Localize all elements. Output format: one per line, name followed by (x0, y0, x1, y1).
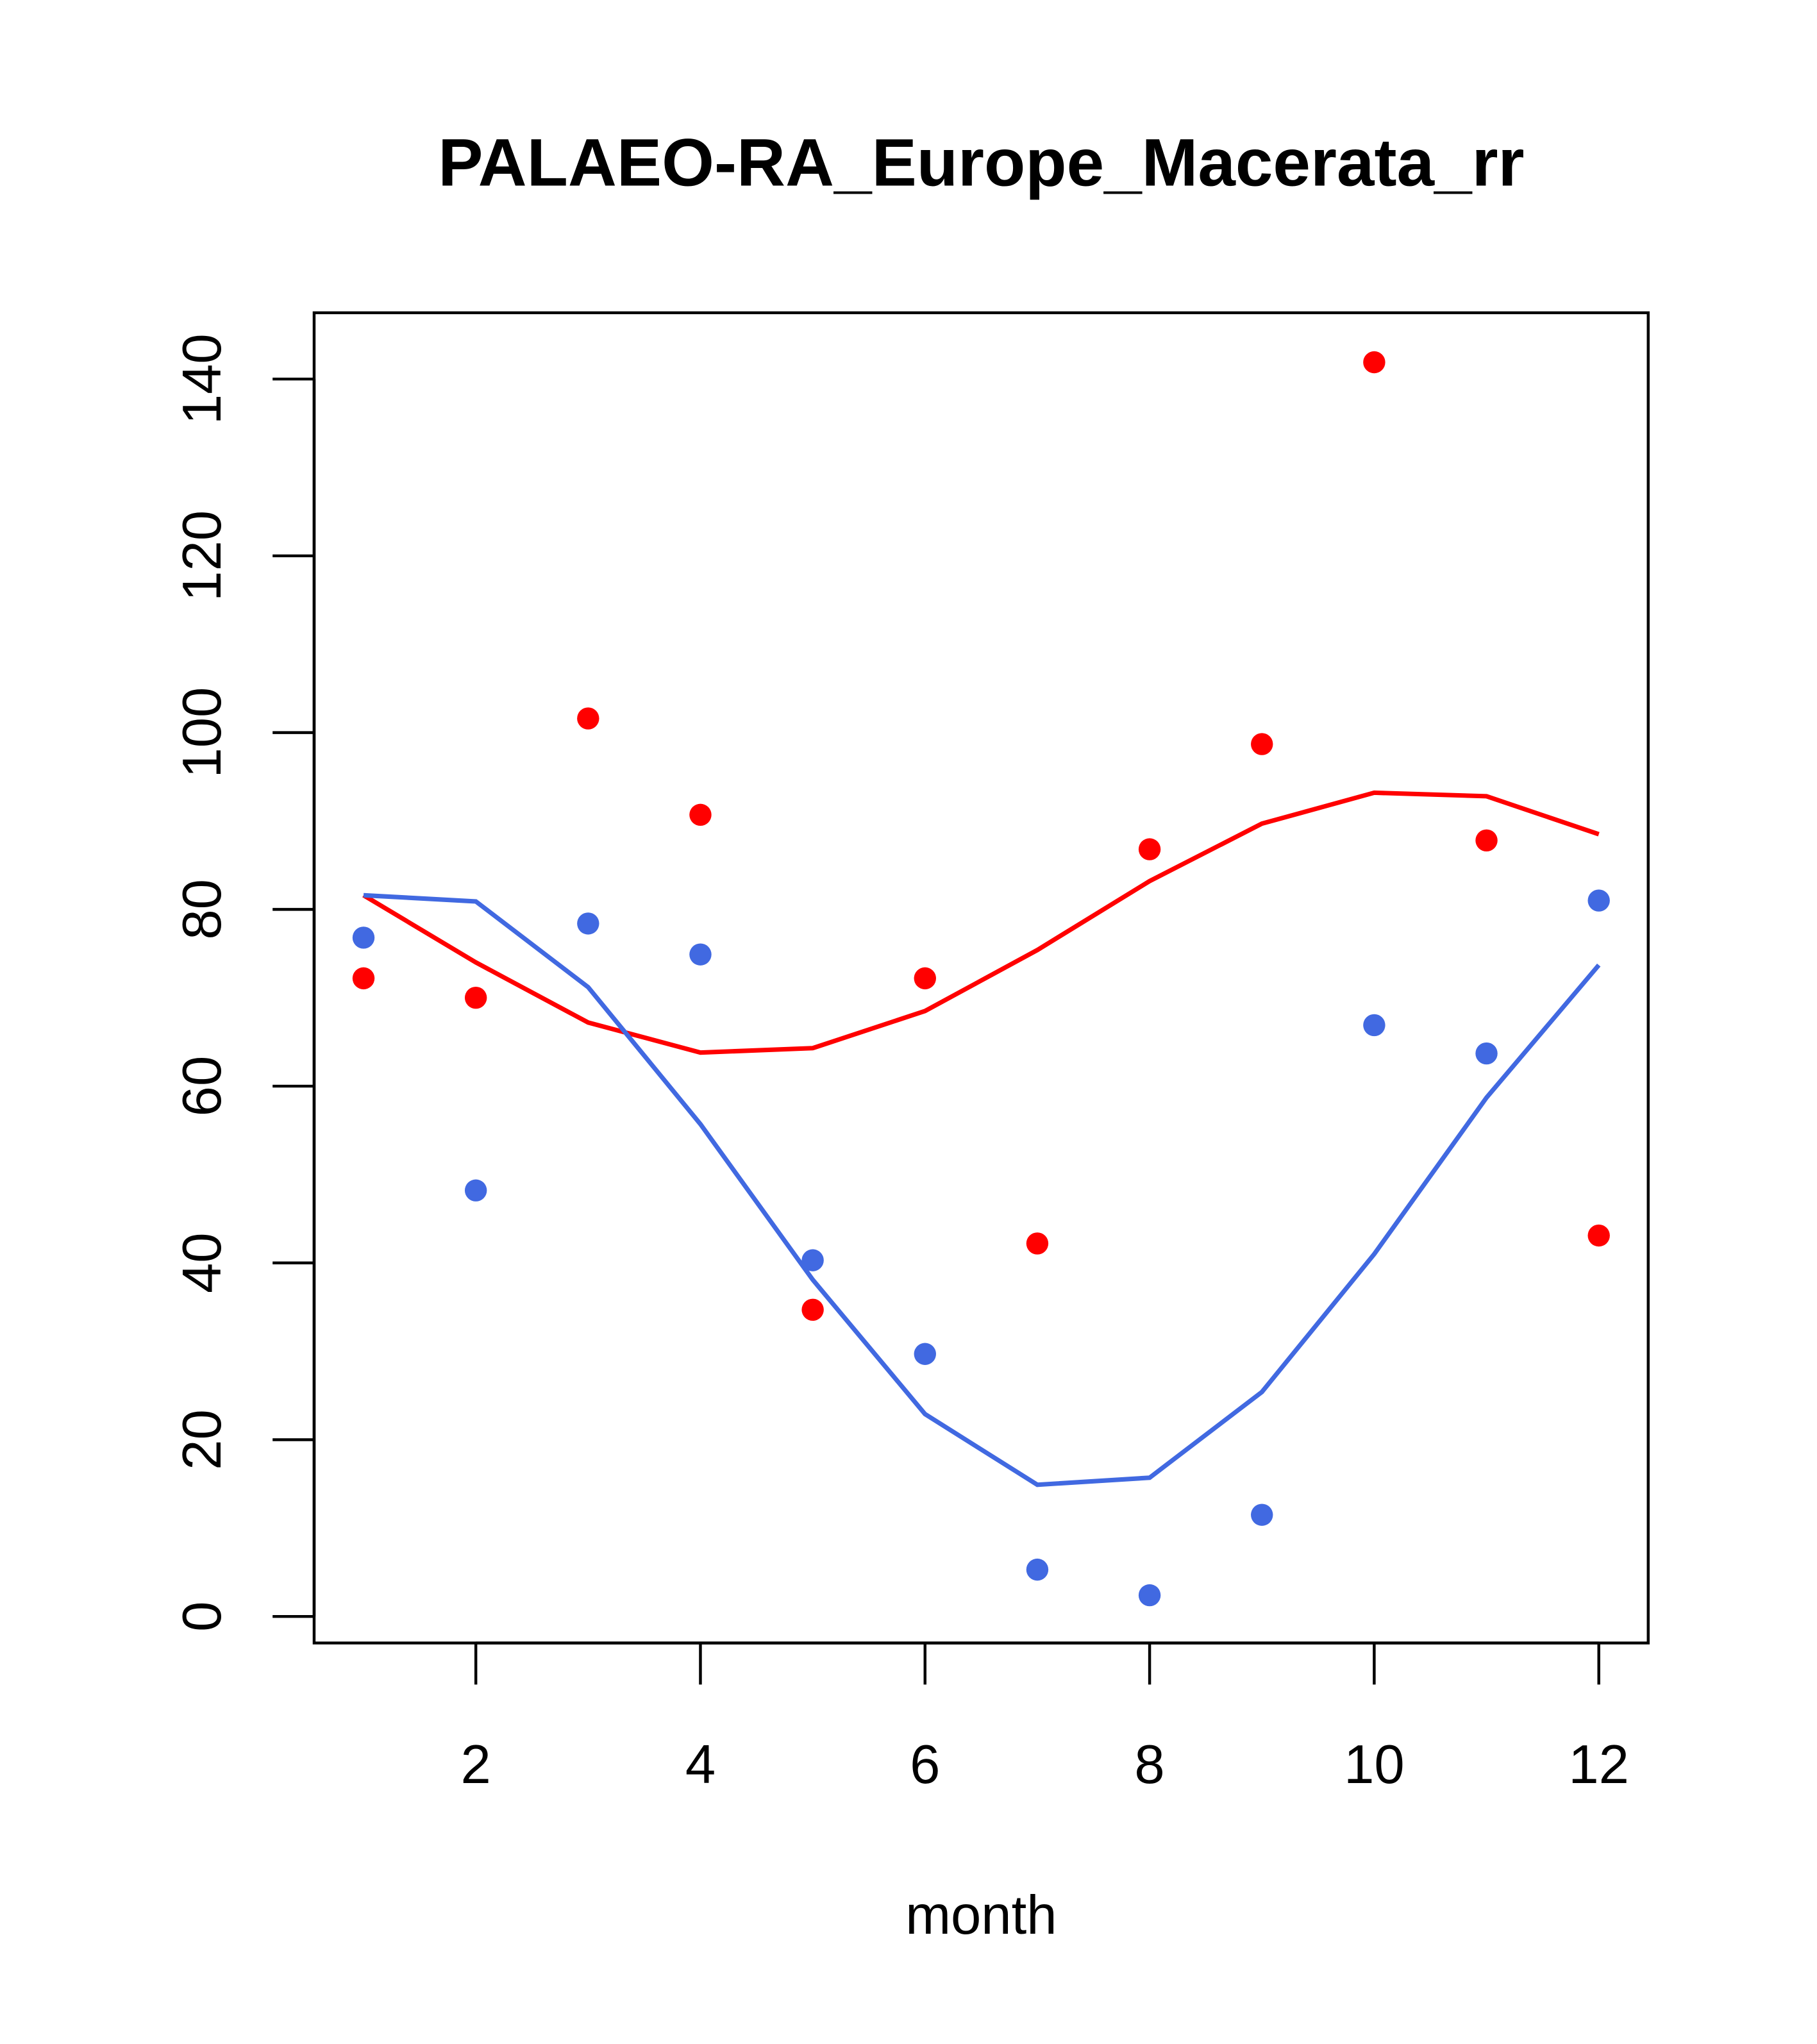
blue-point (801, 1249, 824, 1271)
x-tick-label: 4 (685, 1734, 716, 1795)
red-line (362, 790, 1600, 1055)
red-point (464, 986, 487, 1009)
red-point (1363, 351, 1386, 374)
blue-point (352, 926, 375, 949)
red-point (689, 803, 712, 826)
red-point (914, 967, 936, 990)
blue-line (363, 892, 1601, 1487)
y-tick-label: 40 (172, 1232, 233, 1293)
y-tick-label: 120 (172, 510, 233, 601)
y-tick-label: 80 (172, 879, 233, 940)
red-point (577, 707, 599, 730)
red-point (1251, 733, 1273, 755)
red-point (352, 967, 375, 990)
y-tick-label: 100 (172, 687, 233, 778)
blue-point (464, 1179, 487, 1202)
blue-point (1026, 1558, 1049, 1581)
red-point (801, 1298, 824, 1321)
chart-title: PALAEO-RA_Europe_Macerata_rr (438, 125, 1524, 200)
y-tick-label: 140 (172, 333, 233, 424)
y-tick-label: 0 (172, 1602, 233, 1632)
red-point (1026, 1232, 1049, 1255)
x-tick-label: 2 (461, 1734, 491, 1795)
blue-point (689, 943, 712, 966)
plot-frame (312, 311, 1650, 1645)
blue-point (1475, 1042, 1498, 1065)
red-point (1587, 1224, 1610, 1247)
red-point (1475, 829, 1498, 852)
blue-point (1138, 1584, 1161, 1607)
x-tick-label: 12 (1568, 1734, 1629, 1795)
x-axis-label: month (905, 1885, 1057, 1946)
blue-point (914, 1343, 936, 1365)
x-tick-label: 6 (910, 1734, 940, 1795)
x-tick-label: 10 (1344, 1734, 1405, 1795)
blue-point (577, 912, 599, 935)
red-point (1138, 838, 1161, 860)
blue-point (1363, 1014, 1386, 1037)
y-tick-label: 60 (172, 1056, 233, 1117)
y-tick-label: 20 (172, 1409, 233, 1470)
blue-point (1251, 1504, 1273, 1526)
blue-point (1587, 889, 1610, 912)
x-tick-label: 8 (1134, 1734, 1164, 1795)
